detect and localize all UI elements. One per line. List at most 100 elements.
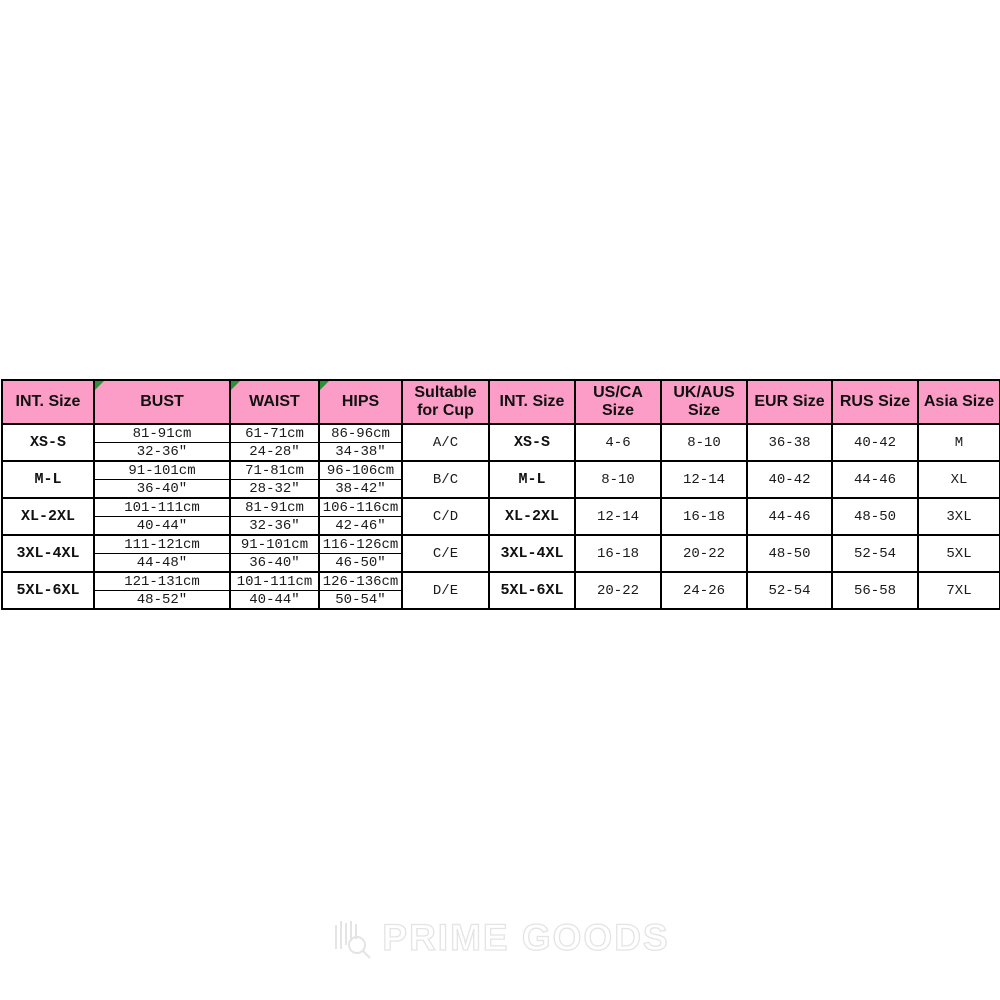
cell-int-size-2: 3XL-4XL <box>488 534 576 573</box>
header-eur-label: EUR Size <box>754 392 825 410</box>
header-cup-line1: Sultable <box>414 383 477 401</box>
header-hips-label: HIPS <box>341 392 380 410</box>
cell-rus: 52-54 <box>831 534 919 573</box>
cell-usca: 4-6 <box>574 423 662 462</box>
cell-hips-in: 46-50″ <box>318 553 403 573</box>
header-usca-line1: US/CA <box>593 383 643 401</box>
cell-rus: 56-58 <box>831 571 919 610</box>
cell-hips-cm: 96-106cm <box>318 460 403 480</box>
cell-asia: XL <box>917 460 1000 499</box>
cell-eur: 44-46 <box>746 497 833 536</box>
cell-usca: 12-14 <box>574 497 662 536</box>
cell-rus: 44-46 <box>831 460 919 499</box>
table-row: XS-S 81-91cm 61-71cm 86-96cm A/C XS-S 4-… <box>1 423 1000 462</box>
cell-ukaus: 8-10 <box>660 423 748 462</box>
watermark: PRIME GOODS <box>0 908 1000 968</box>
cell-cup: A/C <box>401 423 490 462</box>
cell-rus: 40-42 <box>831 423 919 462</box>
cell-waist-cm: 81-91cm <box>229 497 320 517</box>
cell-bust-cm: 91-101cm <box>93 460 231 480</box>
cell-int-size: M-L <box>1 460 95 499</box>
cell-waist-in: 28-32″ <box>229 479 320 499</box>
cell-hips-cm: 116-126cm <box>318 534 403 554</box>
table-row-inches: 48-52″ 40-44″ 50-54″ <box>2 590 1000 610</box>
cell-hips-in: 42-46″ <box>318 516 403 536</box>
excel-flag-icon <box>232 382 240 390</box>
header-asia-label: Asia Size <box>923 392 995 410</box>
cell-int-size: 5XL-6XL <box>1 571 95 610</box>
excel-flag-icon <box>321 382 329 390</box>
cell-usca: 20-22 <box>574 571 662 610</box>
table-row-inches: 36-40″ 28-32″ 38-42″ <box>2 479 1000 499</box>
cell-hips-in: 34-38″ <box>318 442 403 462</box>
table-row-inches: 32-36″ 24-28″ 34-38″ <box>2 442 1000 462</box>
cell-rus: 48-50 <box>831 497 919 536</box>
cell-bust-in: 36-40″ <box>93 479 231 499</box>
table-row: 3XL-4XL 111-121cm 91-101cm 116-126cm C/E… <box>1 534 1000 573</box>
header-usca-line2: Size <box>601 402 634 419</box>
header-int-size-label: INT. Size <box>15 392 81 410</box>
table-row: 5XL-6XL 121-131cm 101-111cm 126-136cm D/… <box>1 571 1000 610</box>
cell-cup: D/E <box>401 571 490 610</box>
cell-ukaus: 16-18 <box>660 497 748 536</box>
cell-usca: 16-18 <box>574 534 662 573</box>
cell-waist-in: 32-36″ <box>229 516 320 536</box>
header-ukaus-line1: UK/AUS <box>673 383 735 401</box>
cell-asia: 7XL <box>917 571 1000 610</box>
barcode-magnifier-logo-icon <box>335 921 372 959</box>
header-ukaus-line2: Size <box>687 402 720 419</box>
cell-bust-in: 48-52″ <box>93 590 231 610</box>
header-usca: US/CA Size <box>574 379 662 425</box>
cell-bust-in: 40-44″ <box>93 516 231 536</box>
table-row: XL-2XL 101-111cm 81-91cm 106-116cm C/D X… <box>1 497 1000 536</box>
cell-eur: 36-38 <box>746 423 833 462</box>
cell-int-size: XL-2XL <box>1 497 95 536</box>
cell-waist-cm: 101-111cm <box>229 571 320 591</box>
header-waist: WAIST <box>229 379 320 425</box>
header-row: INT. Size BUST WAIST HIPS Sultable for Cu… <box>1 379 1000 425</box>
header-int-size: INT. Size <box>1 379 95 425</box>
header-eur: EUR Size <box>746 379 833 425</box>
cell-cup: C/E <box>401 534 490 573</box>
cell-int-size-2: 5XL-6XL <box>488 571 576 610</box>
cell-ukaus: 20-22 <box>660 534 748 573</box>
header-cup: Sultable for Cup <box>401 379 490 425</box>
cell-int-size: XS-S <box>1 423 95 462</box>
cell-hips-in: 38-42″ <box>318 479 403 499</box>
cell-hips-cm: 106-116cm <box>318 497 403 517</box>
cell-bust-cm: 101-111cm <box>93 497 231 517</box>
cell-int-size-2: XL-2XL <box>488 497 576 536</box>
cell-ukaus: 12-14 <box>660 460 748 499</box>
cell-waist-in: 24-28″ <box>229 442 320 462</box>
header-waist-label: WAIST <box>249 392 300 410</box>
header-bust: BUST <box>93 379 231 425</box>
cell-waist-cm: 61-71cm <box>229 423 320 443</box>
header-hips: HIPS <box>318 379 403 425</box>
watermark-text: PRIME GOODS <box>382 916 670 958</box>
cell-int-size-2: XS-S <box>488 423 576 462</box>
cell-waist-in: 40-44″ <box>229 590 320 610</box>
cell-asia: 5XL <box>917 534 1000 573</box>
cell-usca: 8-10 <box>574 460 662 499</box>
cell-bust-cm: 111-121cm <box>93 534 231 554</box>
cell-bust-cm: 81-91cm <box>93 423 231 443</box>
cell-bust-cm: 121-131cm <box>93 571 231 591</box>
header-ukaus: UK/AUS Size <box>660 379 748 425</box>
cell-ukaus: 24-26 <box>660 571 748 610</box>
cell-hips-in: 50-54″ <box>318 590 403 610</box>
cell-waist-cm: 91-101cm <box>229 534 320 554</box>
cell-eur: 52-54 <box>746 571 833 610</box>
header-cup-line2: for Cup <box>417 402 474 419</box>
cell-bust-in: 44-48″ <box>93 553 231 573</box>
cell-int-size-2: M-L <box>488 460 576 499</box>
header-int-size-2-label: INT. Size <box>499 392 565 410</box>
cell-eur: 48-50 <box>746 534 833 573</box>
cell-cup: C/D <box>401 497 490 536</box>
cell-hips-cm: 86-96cm <box>318 423 403 443</box>
excel-flag-icon <box>96 382 104 390</box>
table-row: M-L 91-101cm 71-81cm 96-106cm B/C M-L 8-… <box>1 460 1000 499</box>
cell-waist-cm: 71-81cm <box>229 460 320 480</box>
cell-waist-in: 36-40″ <box>229 553 320 573</box>
cell-asia: 3XL <box>917 497 1000 536</box>
cell-bust-in: 32-36″ <box>93 442 231 462</box>
